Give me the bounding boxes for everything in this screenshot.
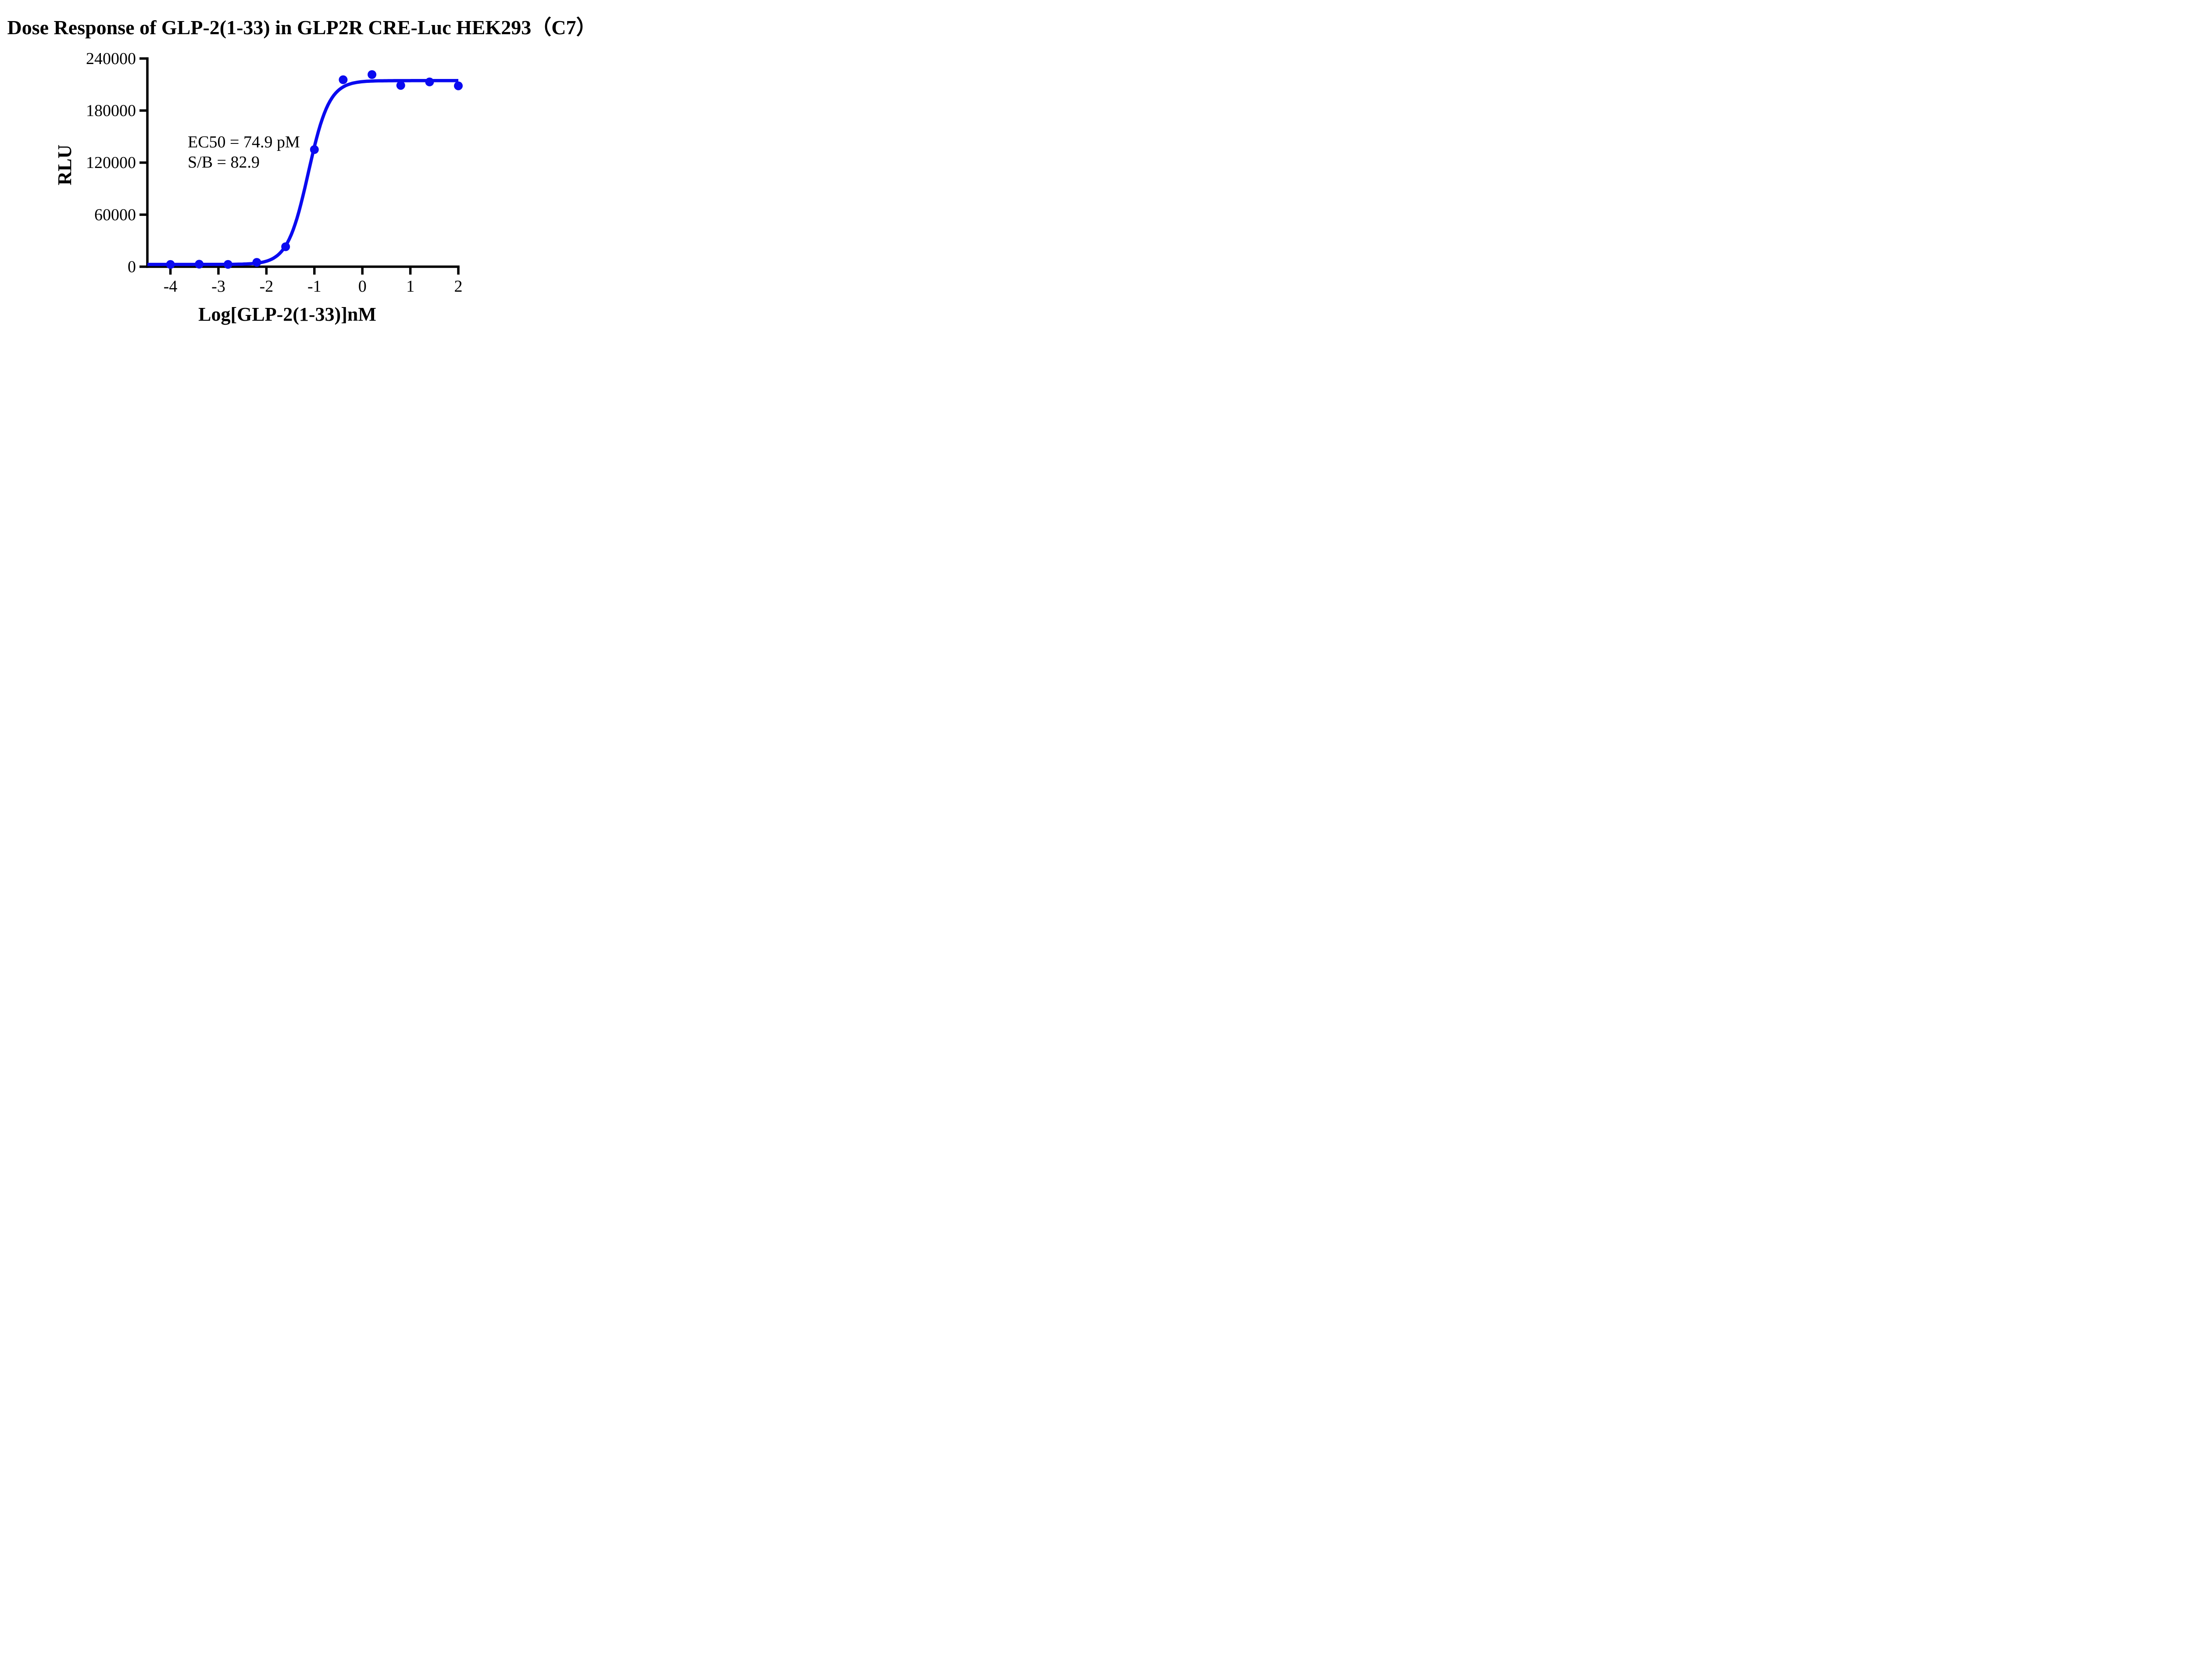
- data-point: [223, 260, 232, 269]
- data-points: [166, 70, 463, 269]
- x-tick-label: -4: [164, 277, 178, 296]
- data-point: [339, 75, 348, 84]
- data-point: [252, 258, 261, 267]
- y-tick-label: 180000: [86, 102, 136, 120]
- x-tick-label: -1: [307, 277, 321, 296]
- x-tick-label: -3: [211, 277, 225, 296]
- data-point: [281, 242, 290, 251]
- y-axis-title: RLU: [54, 145, 75, 186]
- y-tick-label: 60000: [94, 206, 136, 224]
- y-tick-label: 240000: [86, 50, 136, 68]
- x-tick-label: 1: [406, 277, 414, 296]
- dose-response-figure: Dose Response of GLP-2(1-33) in GLP2R CR…: [0, 0, 604, 336]
- x-tick-label: 2: [454, 277, 463, 296]
- data-point: [454, 81, 463, 90]
- fit-curve-line: [147, 79, 458, 266]
- axes: 0 60000 120000 180000 240000 -4 -3 -2 -1 0 1 2: [86, 50, 463, 296]
- annotation-ec50: EC50 = 74.9 pM: [188, 133, 300, 151]
- data-point: [425, 77, 434, 86]
- x-tick-label: 0: [358, 277, 367, 296]
- x-axis-title: Log[GLP-2(1-33)]nM: [198, 304, 376, 325]
- chart-title: Dose Response of GLP-2(1-33) in GLP2R CR…: [7, 16, 596, 39]
- data-point: [368, 70, 377, 79]
- data-point: [195, 260, 204, 269]
- data-point: [310, 145, 319, 154]
- x-tick-label: -2: [260, 277, 274, 296]
- data-point: [166, 260, 175, 269]
- data-point: [396, 81, 405, 90]
- y-tick-label: 0: [128, 258, 136, 276]
- y-tick-label: 120000: [86, 154, 136, 172]
- annotation-signal-to-background: S/B = 82.9: [188, 153, 260, 172]
